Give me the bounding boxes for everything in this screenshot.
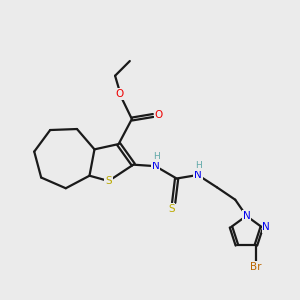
Text: N: N [152,161,159,171]
Text: H: H [195,161,202,170]
Text: S: S [105,176,112,186]
Text: O: O [115,89,123,99]
Text: H: H [153,152,159,161]
Text: O: O [155,110,163,121]
Text: N: N [262,222,270,232]
Text: N: N [242,211,250,221]
Text: N: N [194,170,202,180]
Text: S: S [168,204,175,214]
Text: Br: Br [250,262,262,272]
